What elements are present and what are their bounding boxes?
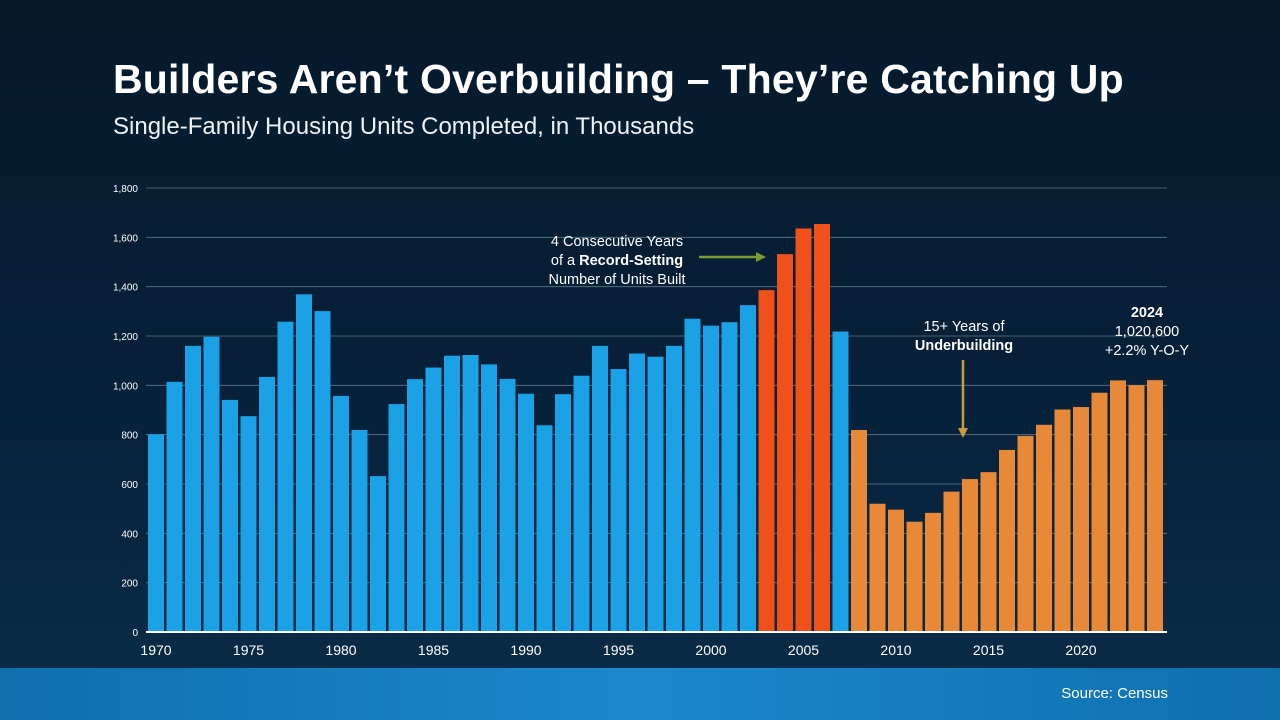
bar-1981 bbox=[351, 429, 368, 632]
bar-2011 bbox=[906, 521, 923, 632]
x-tick-label: 1990 bbox=[510, 642, 541, 658]
bar-1972 bbox=[185, 345, 201, 632]
bar-2021 bbox=[1091, 392, 1108, 632]
record-annotation-line3: Number of Units Built bbox=[548, 272, 686, 288]
footer-bar bbox=[0, 668, 1280, 720]
bar-2020 bbox=[1073, 407, 1089, 632]
page-title: Builders Aren’t Overbuilding – They’re C… bbox=[113, 56, 1124, 102]
bar-2019 bbox=[1054, 409, 1071, 632]
y-axis-ticks: 0 200 400 600 800 1,000 1,200 1,400 1,600 1,800 bbox=[113, 184, 138, 639]
bar-1975 bbox=[240, 416, 257, 632]
bar-1988 bbox=[481, 364, 497, 632]
bar-1986 bbox=[444, 355, 460, 632]
y-tick-label: 1,600 bbox=[113, 233, 138, 244]
bar-1983 bbox=[388, 404, 405, 632]
bar-2009 bbox=[869, 503, 886, 632]
bar-2004 bbox=[777, 254, 793, 632]
bar-2024 bbox=[1147, 380, 1163, 632]
record-setting-annotation: 4 Consecutive Years of a Record-Setting … bbox=[532, 233, 702, 290]
bar-1991 bbox=[536, 425, 553, 632]
bar-1994 bbox=[592, 345, 608, 632]
bar-2018 bbox=[1036, 424, 1052, 632]
year-2024-value: 1,020,600 bbox=[1114, 324, 1180, 340]
bar-chart: 0 200 400 600 800 1,000 1,200 1,400 1,600 1,800 1… bbox=[113, 184, 1167, 658]
bar-2008 bbox=[851, 429, 867, 632]
year-2024-annotation: 2024 1,020,600 +2.2% Y-O-Y bbox=[1080, 304, 1214, 361]
y-tick-label: 1,400 bbox=[113, 283, 138, 294]
bar-1987 bbox=[462, 354, 479, 632]
bar-2022 bbox=[1110, 380, 1126, 632]
bar-1973 bbox=[203, 336, 220, 632]
bars bbox=[148, 224, 1163, 632]
bar-1978 bbox=[296, 294, 312, 632]
bar-1985 bbox=[425, 367, 442, 632]
x-tick-label: 1975 bbox=[233, 642, 264, 658]
bar-2006 bbox=[814, 224, 830, 632]
x-tick-label: 2005 bbox=[788, 642, 819, 658]
bar-1980 bbox=[333, 395, 349, 632]
bar-1982 bbox=[370, 476, 386, 632]
underbuilding-annotation: 15+ Years of Underbuilding bbox=[880, 318, 1048, 356]
bar-1971 bbox=[166, 381, 183, 632]
bar-1974 bbox=[222, 399, 238, 632]
bar-1977 bbox=[277, 321, 294, 632]
bar-1989 bbox=[499, 378, 516, 632]
bar-2001 bbox=[721, 322, 738, 632]
bar-1992 bbox=[555, 394, 571, 632]
record-annotation-line2: of a Record-Setting bbox=[550, 253, 684, 269]
bar-2013 bbox=[943, 491, 960, 632]
bar-1993 bbox=[573, 375, 590, 632]
y-tick-label: 1,200 bbox=[113, 332, 138, 343]
bar-2023 bbox=[1128, 385, 1145, 632]
x-tick-label: 2015 bbox=[973, 642, 1004, 658]
x-tick-label: 1970 bbox=[140, 642, 171, 658]
bar-2000 bbox=[703, 325, 719, 632]
x-tick-label: 2010 bbox=[880, 642, 911, 658]
bar-2005 bbox=[795, 228, 812, 632]
x-tick-label: 1985 bbox=[418, 642, 449, 658]
bar-1999 bbox=[684, 318, 701, 632]
bar-2017 bbox=[1017, 435, 1034, 632]
bar-2016 bbox=[999, 449, 1015, 632]
x-tick-label: 2000 bbox=[695, 642, 726, 658]
bar-1998 bbox=[666, 345, 682, 632]
bar-1990 bbox=[518, 393, 534, 632]
bar-2002 bbox=[740, 305, 756, 632]
underbuilding-annotation-line2: Underbuilding bbox=[914, 338, 1014, 354]
x-tick-label: 1980 bbox=[325, 642, 356, 658]
y-tick-label: 600 bbox=[121, 480, 138, 491]
y-tick-label: 1,800 bbox=[113, 184, 138, 195]
bar-2007 bbox=[832, 331, 849, 632]
bar-1970 bbox=[148, 434, 164, 632]
record-arrow bbox=[699, 252, 766, 262]
chart-subtitle: Single-Family Housing Units Completed, i… bbox=[113, 113, 695, 140]
bar-2003 bbox=[758, 290, 775, 632]
y-tick-label: 0 bbox=[132, 628, 138, 639]
source-label: Source: Census bbox=[1061, 685, 1168, 702]
bar-1997 bbox=[647, 356, 664, 632]
bar-2012 bbox=[925, 512, 941, 632]
underbuilding-arrow bbox=[958, 360, 968, 438]
y-tick-label: 200 bbox=[121, 579, 138, 590]
underbuilding-annotation-line1: 15+ Years of bbox=[923, 319, 1005, 335]
y-tick-label: 800 bbox=[121, 431, 138, 442]
y-tick-label: 1,000 bbox=[113, 381, 138, 392]
year-2024-change: +2.2% Y-O-Y bbox=[1104, 343, 1190, 359]
bar-1976 bbox=[259, 376, 275, 632]
bar-2014 bbox=[962, 479, 978, 632]
x-axis-ticks: 1970 1975 1980 1985 1990 1995 2000 2005 2010 2015… bbox=[140, 642, 1096, 658]
bar-1995 bbox=[610, 369, 627, 632]
bar-1984 bbox=[407, 379, 423, 632]
x-tick-label: 1995 bbox=[603, 642, 634, 658]
bar-1979 bbox=[314, 311, 331, 632]
bar-2015 bbox=[980, 472, 997, 632]
x-tick-label: 2020 bbox=[1065, 642, 1096, 658]
record-annotation-line1: 4 Consecutive Years bbox=[550, 234, 684, 250]
year-2024-label: 2024 bbox=[1130, 305, 1164, 321]
y-tick-label: 400 bbox=[121, 529, 138, 540]
bar-1996 bbox=[629, 353, 645, 632]
bar-2010 bbox=[888, 509, 904, 632]
